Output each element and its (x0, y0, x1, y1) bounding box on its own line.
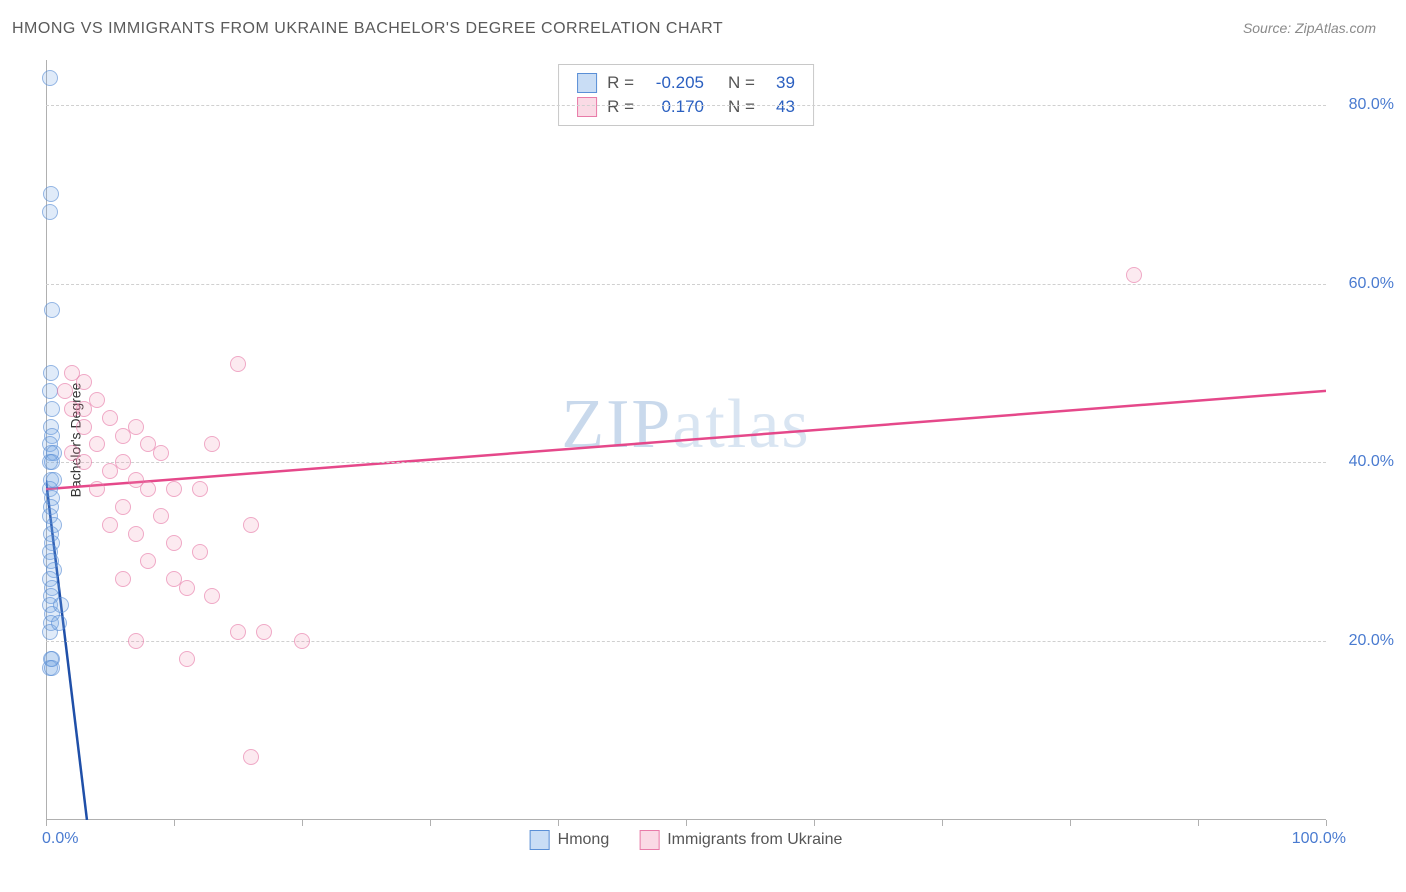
chart-title: HMONG VS IMMIGRANTS FROM UKRAINE BACHELO… (12, 20, 723, 38)
pink-point (102, 517, 118, 533)
legend-item: Immigrants from Ukraine (639, 830, 842, 850)
blue-point (42, 70, 58, 86)
blue-point (43, 186, 59, 202)
pink-point (140, 553, 156, 569)
pink-point (230, 356, 246, 372)
pink-point (166, 481, 182, 497)
blue-point (44, 401, 60, 417)
grid-line (46, 284, 1326, 285)
pink-point (153, 508, 169, 524)
pink-point (166, 535, 182, 551)
pink-point (140, 481, 156, 497)
blue-point (42, 204, 58, 220)
legend-swatch (530, 830, 550, 850)
pink-point (153, 445, 169, 461)
n-value: 43 (765, 97, 795, 117)
legend-swatch (577, 73, 597, 93)
pink-point (243, 517, 259, 533)
trend-lines (46, 60, 1326, 820)
pink-point (57, 383, 73, 399)
pink-point (128, 526, 144, 542)
legend-label: Hmong (558, 831, 610, 849)
watermark: ZIPatlas (561, 385, 810, 465)
x-min-label: 0.0% (42, 830, 78, 848)
pink-point (256, 624, 272, 640)
legend-row: R = 0.170 N = 43 (577, 95, 795, 119)
pink-point (179, 580, 195, 596)
r-label: R = (607, 97, 634, 117)
blue-point (53, 597, 69, 613)
pink-point (89, 481, 105, 497)
pink-point (204, 588, 220, 604)
r-value: 0.170 (644, 97, 704, 117)
pink-point (128, 633, 144, 649)
x-max-label: 100.0% (1292, 830, 1346, 848)
pink-point (115, 499, 131, 515)
scatter-chart: Bachelor's Degree ZIPatlas R =-0.205N =3… (46, 60, 1326, 820)
legend-swatch (577, 97, 597, 117)
pink-point (192, 481, 208, 497)
y-tick-label: 60.0% (1349, 275, 1394, 293)
series-legend: Hmong Immigrants from Ukraine (530, 830, 843, 850)
legend-swatch (639, 830, 659, 850)
pink-point (1126, 267, 1142, 283)
x-tick (302, 820, 303, 826)
x-tick (814, 820, 815, 826)
grid-line (46, 462, 1326, 463)
pink-point (76, 419, 92, 435)
pink-point (179, 651, 195, 667)
x-tick (686, 820, 687, 826)
n-value: 39 (765, 73, 795, 93)
x-tick (1070, 820, 1071, 826)
blue-point (51, 615, 67, 631)
blue-point (44, 302, 60, 318)
pink-point (115, 571, 131, 587)
n-label: N = (728, 97, 755, 117)
grid-line (46, 641, 1326, 642)
legend-label: Immigrants from Ukraine (667, 831, 842, 849)
pink-point (64, 401, 80, 417)
pink-point (102, 410, 118, 426)
blue-point (44, 454, 60, 470)
pink-point (230, 624, 246, 640)
pink-point (204, 436, 220, 452)
x-tick (1326, 820, 1327, 826)
pink-point (76, 374, 92, 390)
pink-point (76, 454, 92, 470)
n-label: N = (728, 73, 755, 93)
y-tick-label: 40.0% (1349, 453, 1394, 471)
x-tick (430, 820, 431, 826)
x-tick (174, 820, 175, 826)
x-tick (1198, 820, 1199, 826)
blue-point (43, 365, 59, 381)
x-tick (942, 820, 943, 826)
x-tick (558, 820, 559, 826)
pink-point (115, 428, 131, 444)
pink-point (192, 544, 208, 560)
legend-item: Hmong (530, 830, 610, 850)
r-label: R = (607, 73, 634, 93)
grid-line (46, 105, 1326, 106)
pink-point (243, 749, 259, 765)
y-tick-label: 20.0% (1349, 632, 1394, 650)
blue-point (42, 383, 58, 399)
correlation-legend: R = -0.205 N = 39 R = 0.170 N = 43 (558, 64, 814, 126)
blue-point (44, 660, 60, 676)
legend-row: R = -0.205 N = 39 (577, 71, 795, 95)
pink-point (89, 436, 105, 452)
y-tick-label: 80.0% (1349, 96, 1394, 114)
x-tick (46, 820, 47, 826)
r-value: -0.205 (644, 73, 704, 93)
pink-point (102, 463, 118, 479)
pink-point (294, 633, 310, 649)
source-label: Source: ZipAtlas.com (1243, 20, 1376, 38)
